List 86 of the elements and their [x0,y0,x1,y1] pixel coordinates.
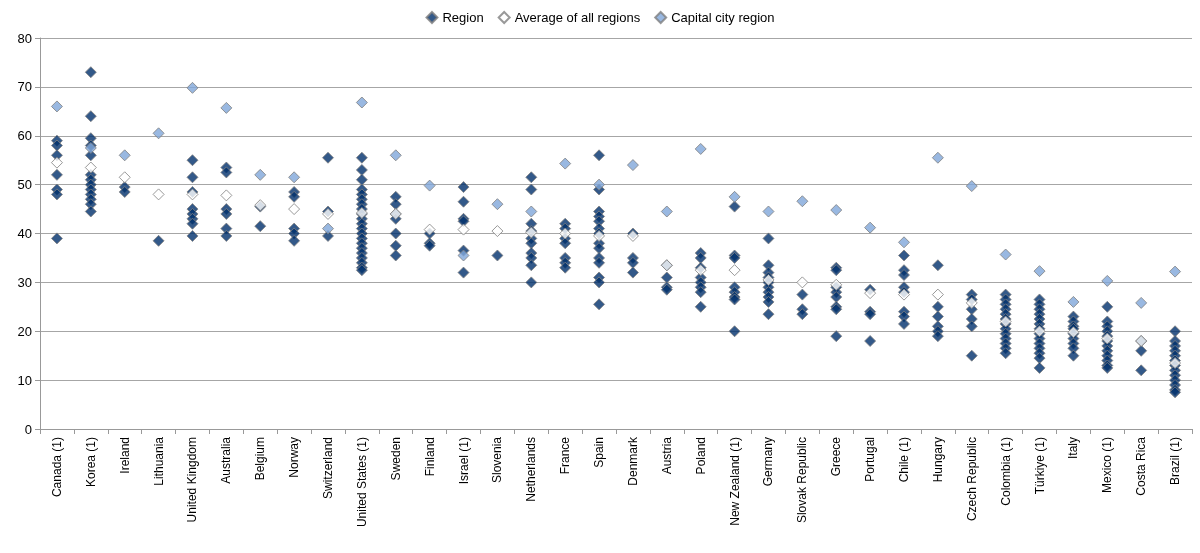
point [796,195,809,208]
point [728,190,741,203]
x-tick-label: Costa Rica [1134,436,1149,496]
y-tick-label: 60 [17,128,32,144]
legend-label: Region [442,10,484,25]
x-tick-label: Denmark [625,436,640,486]
x-tick-label: Czech Republic [964,437,979,522]
point [1033,265,1046,278]
point [423,179,436,192]
legend-label: Average of all regions [514,10,641,25]
x-tick-label: Italy [1066,437,1081,460]
point [1169,265,1182,278]
point [1067,295,1080,308]
point [965,180,978,193]
point [559,227,572,240]
x-tick-label: Norway [287,437,302,478]
y-tick-label: 80 [17,30,32,46]
point [796,276,809,289]
x-tick-label: Belgium [253,437,268,481]
x-tick-label: Israel (1) [456,437,471,485]
point [660,205,673,218]
x-tick-label: Colombia (1) [998,437,1013,506]
point [931,151,944,164]
point [84,161,97,174]
point [288,171,301,184]
point [50,100,63,113]
x-tick-label: Greece [829,436,844,477]
x-tick-label: Austria [659,436,674,475]
y-tick-label: 50 [17,177,32,193]
x-tick-label: Brazil (1) [1168,437,1183,486]
x-tick-label: Mexico (1) [1100,437,1115,494]
x-tick-label: Lithuania [151,436,166,486]
y-tick-label: 30 [17,274,32,290]
x-tick-label: Chile (1) [897,437,911,483]
point [1135,296,1148,309]
x-tick-label: United States (1) [354,437,369,528]
point [559,157,572,170]
x-tick-label: Finland [422,437,437,477]
point [50,156,63,169]
y-tick-label: 40 [17,226,32,241]
point [355,96,368,109]
point [864,287,877,300]
x-tick-label: Australia [219,436,234,484]
x-tick-label: New Zealand (1) [727,437,742,526]
point [118,149,131,162]
x-tick-label: Slovak Republic [795,437,810,524]
x-tick-label: Germany [761,437,776,487]
x-tick-label: Canada (1) [49,437,64,498]
point [423,223,436,236]
x-tick-label: Slovenia [490,436,505,484]
x-tick-label: Korea (1) [83,437,98,488]
point [525,205,538,218]
point [593,178,606,191]
point [491,198,504,211]
x-tick-label: Poland [693,437,708,475]
y-tick-label: 0 [24,421,32,437]
y-tick-label: 20 [17,323,32,339]
x-tick-label: Türkiye (1) [1032,437,1047,495]
x-tick-label: Sweden [388,437,403,481]
point [254,168,267,181]
point [898,236,910,249]
y-tick-label: 70 [17,79,32,95]
x-tick-label: Hungary [930,437,945,483]
x-tick-label: Ireland [117,437,132,474]
x-tick-label: Portugal [863,437,878,482]
point [457,223,470,236]
x-tick-label: Netherlands [524,437,539,502]
point [152,127,165,140]
point [762,205,775,218]
x-tick-label: Switzerland [321,437,335,500]
point [626,159,639,172]
point [694,142,707,155]
point [830,204,843,217]
point [220,101,233,114]
legend-label: Capital city region [671,10,775,25]
point [389,149,402,162]
point [864,221,877,234]
point [186,81,199,94]
point [322,222,334,235]
point [457,249,470,262]
x-tick-label: United Kingdom [185,437,200,523]
point [1101,274,1114,287]
y-tick-label: 10 [17,372,32,388]
point [999,248,1012,261]
x-tick-label: Spain [592,437,607,468]
x-tick-label: France [558,436,573,475]
